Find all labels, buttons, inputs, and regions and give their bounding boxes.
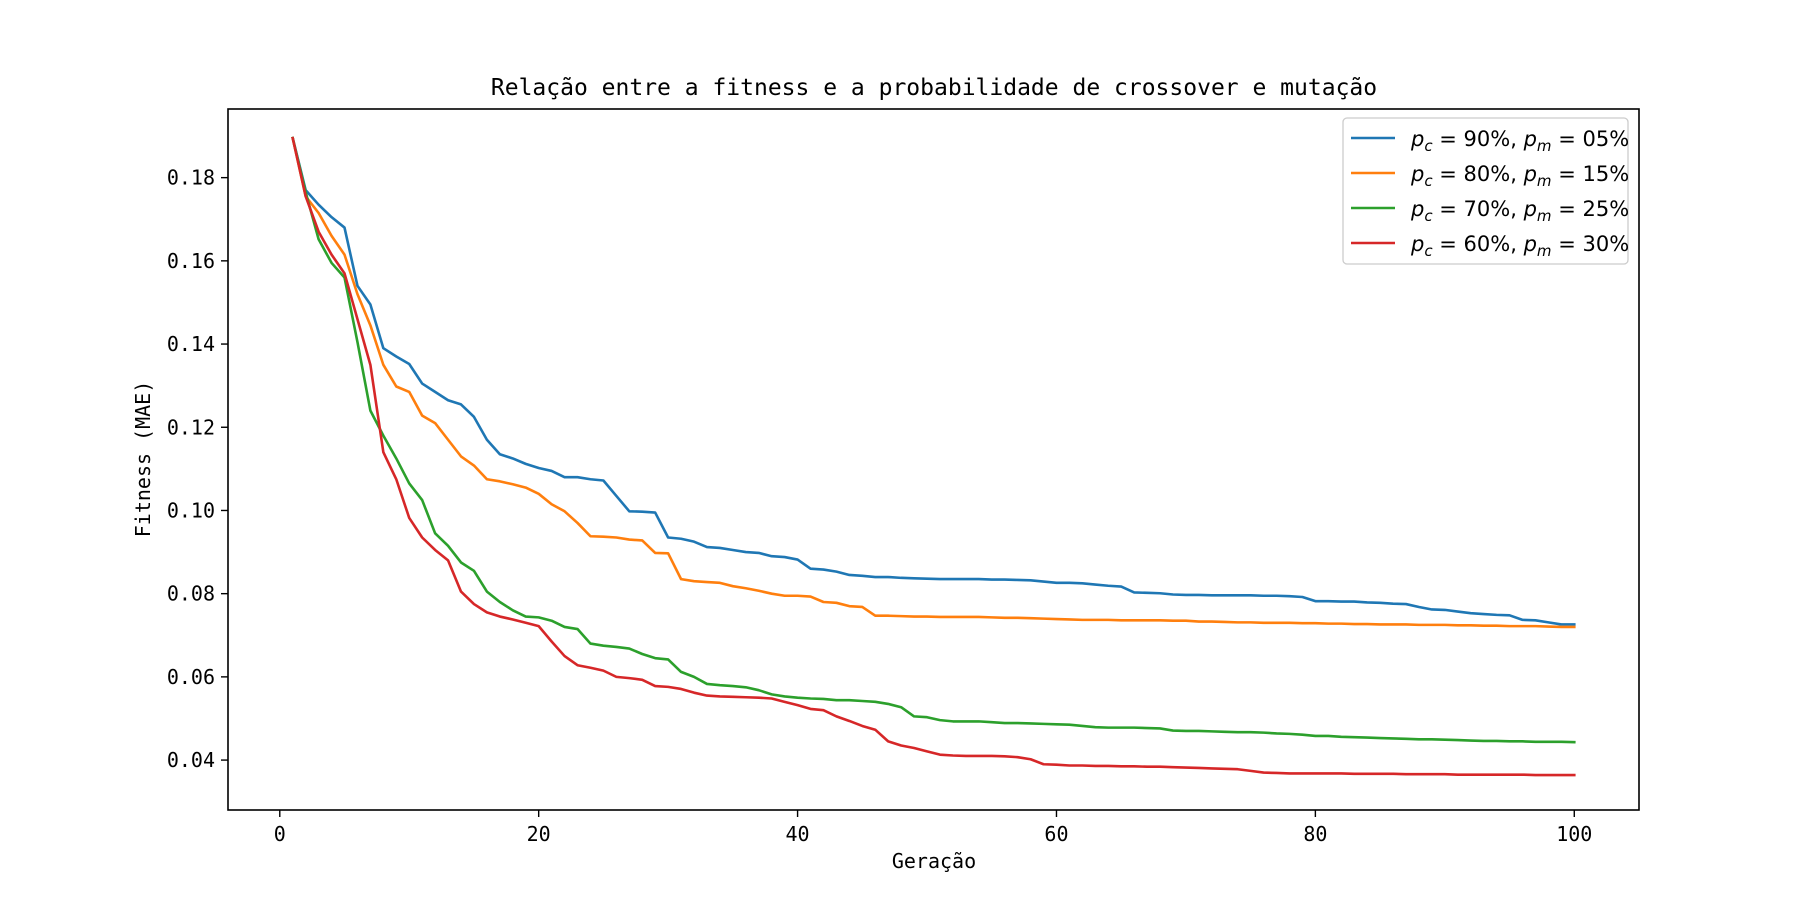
y-axis-label: Fitness (MAE) [131,381,155,538]
x-tick-label: 40 [786,822,810,846]
x-tick-label: 0 [274,822,286,846]
y-tick-label: 0.08 [167,582,215,606]
series-line-1 [291,136,1576,626]
x-axis: 0 20 40 60 80 100 [274,810,1592,846]
x-tick-label: 20 [527,822,551,846]
x-tick-label: 100 [1556,822,1592,846]
series-line-2 [291,136,1576,629]
legend-box [1342,117,1629,265]
series-line-3 [291,136,1576,744]
y-tick-label: 0.12 [167,415,215,439]
y-tick-label: 0.16 [167,249,215,273]
legend-label-4: pc = 60%, pm = 30% [1410,232,1629,260]
series-line-4 [291,136,1576,777]
y-tick-label: 0.10 [167,498,215,522]
y-tick-label: 0.14 [167,332,215,356]
x-tick-label: 80 [1303,822,1327,846]
y-tick-label: 0.18 [167,166,215,190]
y-tick-label: 0.06 [167,665,215,689]
y-tick-label: 0.04 [167,748,215,772]
legend-label-2: pc = 80%, pm = 15% [1410,162,1629,190]
legend-label-1: pc = 90%, pm = 05% [1410,127,1629,155]
series-lines [291,136,1576,777]
x-tick-label: 60 [1044,822,1068,846]
legend: pc = 90%, pm = 05% pc = 80%, pm = 15% pc =… [1342,117,1629,265]
y-axis: 0.04 0.06 0.08 0.10 0.12 0.14 0.16 0.18 [167,166,228,772]
chart-title: Relação entre a fitness e a probabilidad… [491,75,1377,101]
plot-area-frame [227,108,1640,811]
legend-label-3: pc = 70%, pm = 25% [1410,197,1629,225]
x-axis-label: Geração [892,849,976,873]
